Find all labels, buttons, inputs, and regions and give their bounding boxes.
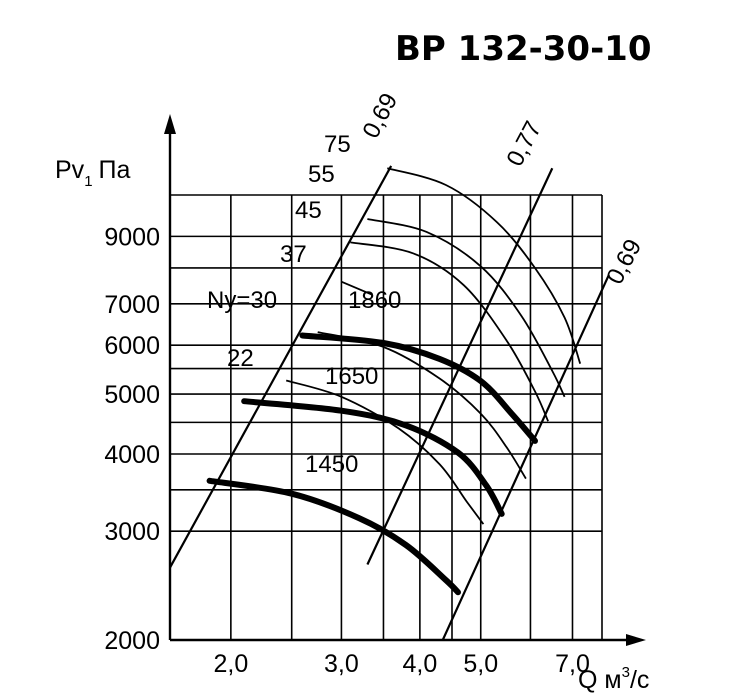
power-curve — [341, 280, 372, 296]
y-tick-label: 9000 — [104, 223, 160, 251]
power-curve-label: 75 — [324, 131, 351, 158]
power-curve — [387, 167, 582, 364]
power-curve — [367, 218, 566, 398]
tick-labels: 2000 3000 4000 5000 6000 7000 9000 2,0 3,0 4,0 5,0… — [104, 223, 589, 678]
power-curve — [350, 241, 549, 422]
y-axis-label-main: Pv — [55, 156, 85, 184]
y-tick-label: 3000 — [104, 518, 160, 546]
y-tick-label: 5000 — [104, 381, 160, 409]
axes — [164, 114, 646, 646]
efficiency-line — [441, 274, 610, 641]
power-curve-label: Ny=30 — [207, 287, 277, 314]
y-tick-label: 7000 — [104, 291, 160, 319]
x-tick-label: 7,0 — [555, 650, 590, 678]
efficiency-line — [169, 165, 393, 569]
y-axis-label-unit: Па — [99, 156, 131, 184]
x-tick-label: 5,0 — [463, 650, 498, 678]
speed-curve-label: 1650 — [325, 363, 378, 390]
power-curve-label: 55 — [308, 161, 335, 188]
efficiency-label: 0,69 — [601, 235, 647, 289]
y-axis-label-sub: 1 — [84, 173, 92, 190]
x-axis-label-sup: 3 — [622, 664, 630, 681]
chart-title: BP 132-30-10 — [395, 29, 652, 69]
y-tick-label: 2000 — [104, 627, 160, 655]
x-axis-label: Q м3/с — [578, 664, 649, 694]
x-axis-arrow — [626, 634, 646, 646]
power-curve-label: 22 — [227, 345, 254, 372]
x-tick-label: 2,0 — [213, 650, 248, 678]
y-axis-label: Pv1 Па — [55, 156, 131, 190]
power-curve — [285, 379, 485, 525]
speed-curves — [206, 332, 538, 596]
speed-curve-label: 1450 — [305, 451, 358, 478]
x-axis-label-main: Q м — [578, 666, 622, 694]
power-curve-label: 45 — [295, 197, 322, 224]
speed-curve — [206, 477, 461, 596]
efficiency-label: 0,69 — [357, 89, 403, 143]
speed-curve-label: 1860 — [348, 287, 401, 314]
speed-curve — [241, 398, 505, 517]
x-tick-label: 3,0 — [324, 650, 359, 678]
y-tick-label: 6000 — [104, 332, 160, 360]
power-curve-label: 37 — [280, 241, 307, 268]
speed-curve — [299, 332, 538, 444]
x-tick-label: 4,0 — [402, 650, 437, 678]
y-tick-label: 4000 — [104, 441, 160, 469]
efficiency-label: 0,77 — [501, 117, 547, 171]
y-axis-arrow — [164, 114, 176, 134]
x-axis-label-unit: /с — [630, 666, 649, 694]
